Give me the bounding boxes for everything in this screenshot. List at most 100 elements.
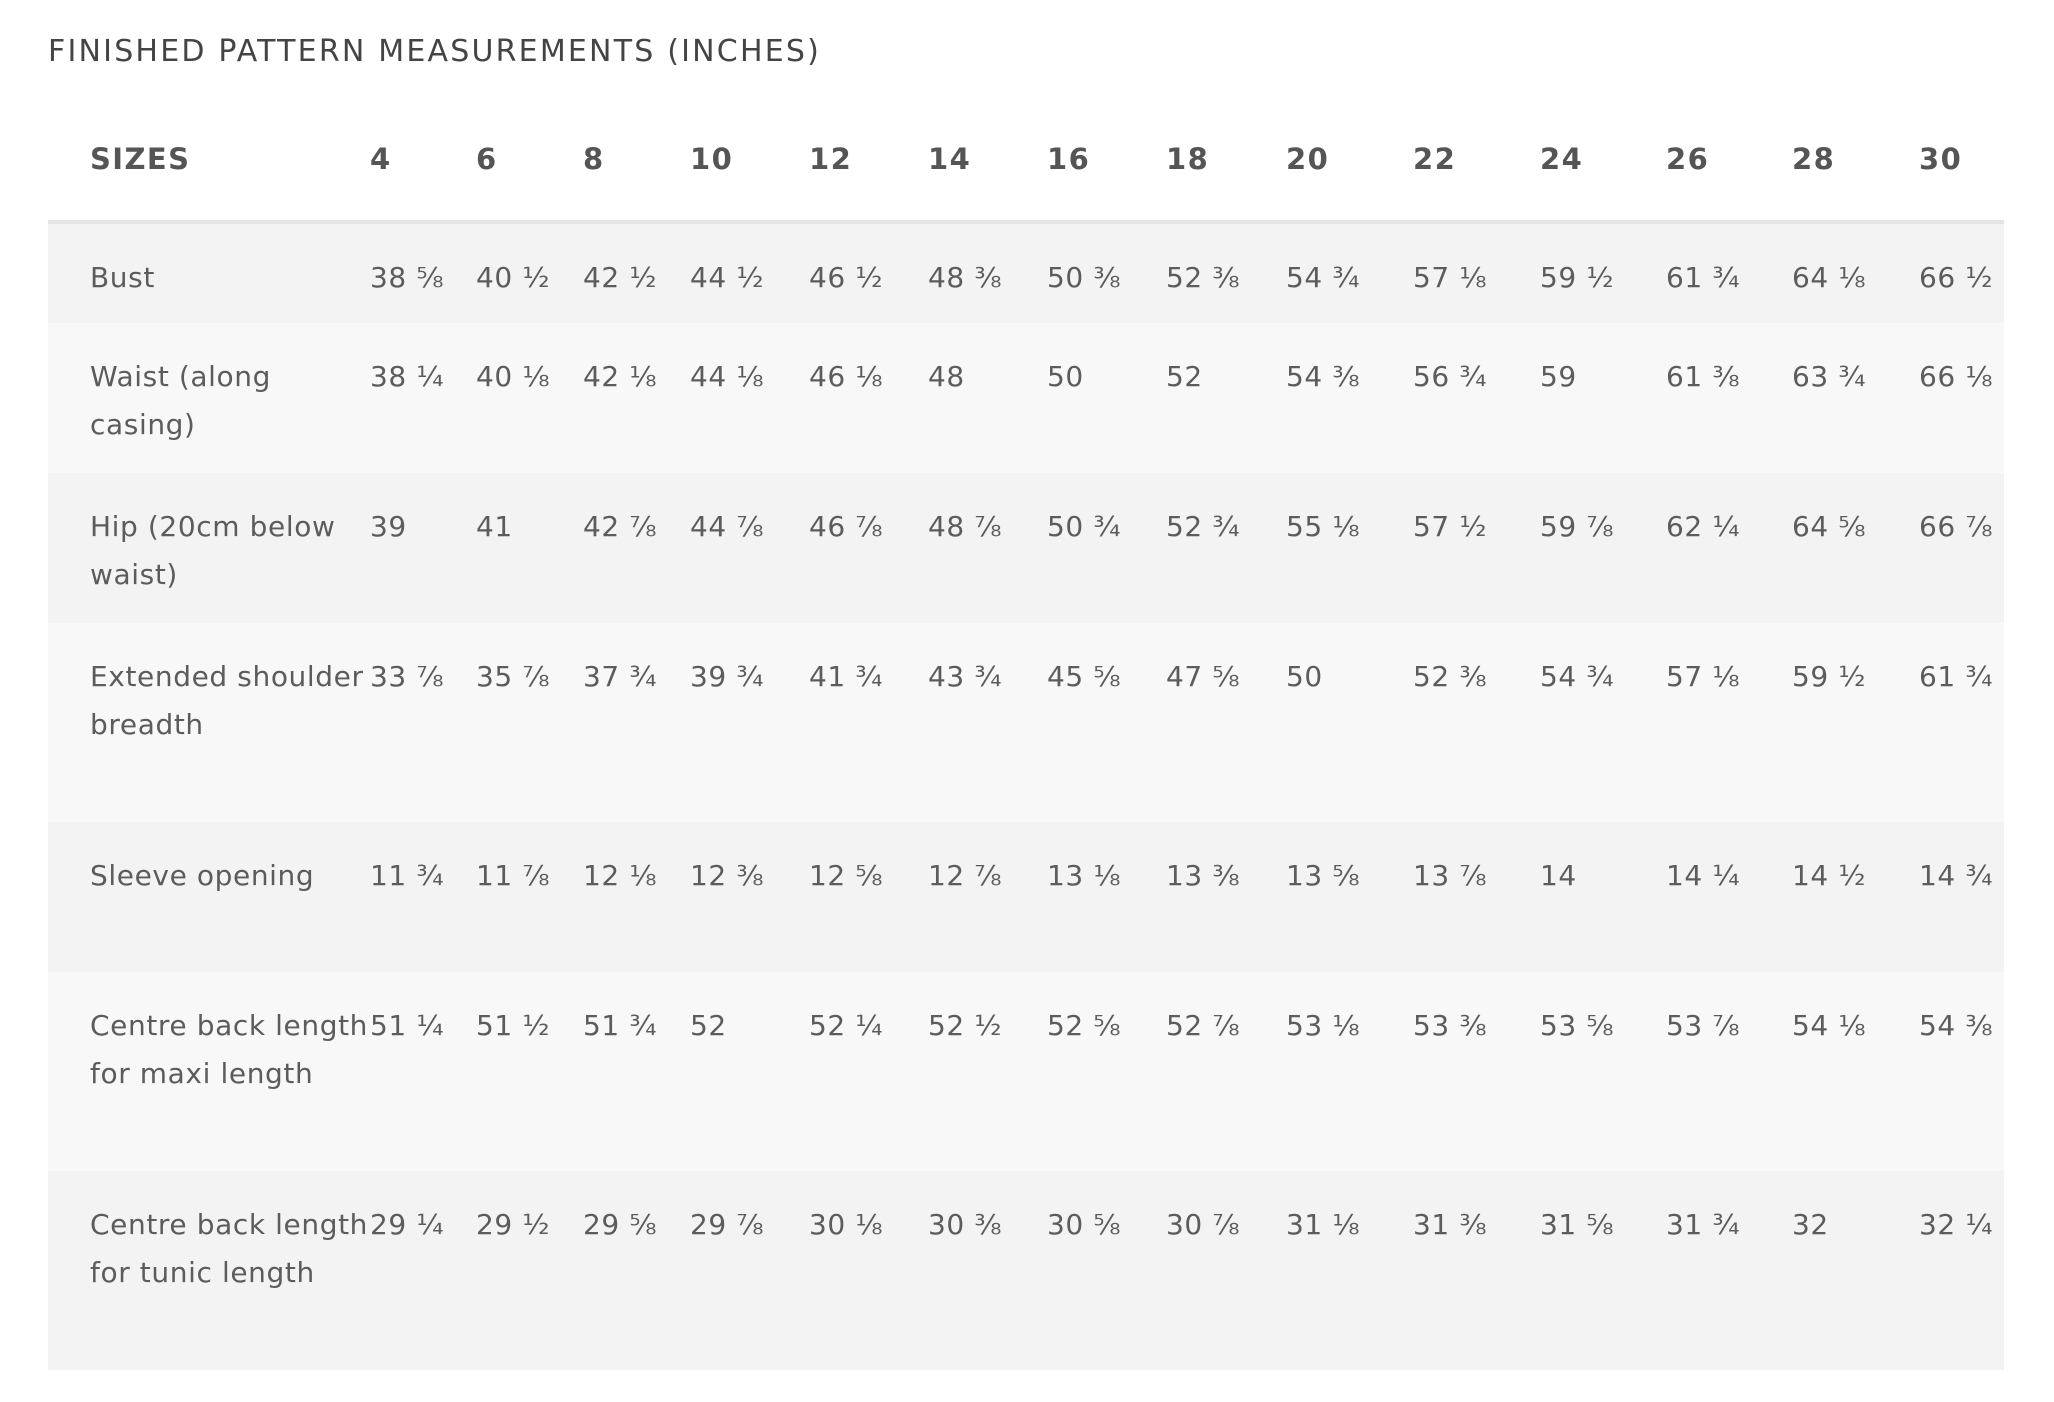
- measurement-cell: 51 ½: [476, 972, 583, 1171]
- measurement-cell: 14: [1540, 822, 1666, 972]
- measurement-cell: 59: [1540, 323, 1666, 473]
- measurement-cell: 52 ¾: [1166, 473, 1286, 623]
- measurement-cell: 38 ¼: [370, 323, 476, 473]
- size-header: 24: [1540, 112, 1666, 224]
- measurement-cell: 39 ¾: [690, 623, 809, 822]
- table-header: SIZES 4 6 8 10 12 14 16 18 20 22 24 26 28 30: [48, 112, 2004, 224]
- size-header: 16: [1047, 112, 1166, 224]
- measurement-cell: 31 ⅜: [1413, 1171, 1540, 1370]
- measurement-cell: 52 ¼: [809, 972, 928, 1171]
- measurement-cell: 44 ⅛: [690, 323, 809, 473]
- size-header: 22: [1413, 112, 1540, 224]
- measurement-cell: 48 ⅞: [928, 473, 1047, 623]
- measurement-cell: 31 ⅛: [1286, 1171, 1413, 1370]
- measurement-cell: 43 ¾: [928, 623, 1047, 822]
- measurement-cell: 61 ¾: [1919, 623, 2004, 822]
- measurement-cell: 12 ⅝: [809, 822, 928, 972]
- measurement-cell: 50: [1047, 323, 1166, 473]
- measurement-cell: 32 ¼: [1919, 1171, 2004, 1370]
- measurement-cell: 13 ⅝: [1286, 822, 1413, 972]
- measurement-cell: 52 ⅜: [1166, 222, 1286, 323]
- table-body: Bust 38 ⅝ 40 ½ 42 ½ 44 ½ 46 ½ 48 ⅜ 50 ⅜ 52 ⅜ 54 ¾…: [48, 222, 2004, 1370]
- measurement-cell: 66 ½: [1919, 222, 2004, 323]
- table-row: Extended shoulder breadth 33 ⅞ 35 ⅞ 37 ¾ 39 …: [48, 623, 2004, 822]
- measurement-cell: 45 ⅝: [1047, 623, 1166, 822]
- table-row: Waist (along casing) 38 ¼ 40 ⅛ 42 ⅛ 44 ⅛ 46 ⅛…: [48, 323, 2004, 473]
- measurement-cell: 61 ⅜: [1666, 323, 1792, 473]
- measurement-cell: 53 ⅞: [1666, 972, 1792, 1171]
- measurement-cell: 42 ½: [583, 222, 690, 323]
- measurement-cell: 54 ⅜: [1919, 972, 2004, 1171]
- measurement-cell: 55 ⅛: [1286, 473, 1413, 623]
- measurement-cell: 42 ⅞: [583, 473, 690, 623]
- table-row: Bust 38 ⅝ 40 ½ 42 ½ 44 ½ 46 ½ 48 ⅜ 50 ⅜ 52 ⅜ 54 ¾…: [48, 222, 2004, 323]
- size-header: 26: [1666, 112, 1792, 224]
- measurement-cell: 41 ¾: [809, 623, 928, 822]
- measurement-cell: 50 ¾: [1047, 473, 1166, 623]
- measurement-cell: 33 ⅞: [370, 623, 476, 822]
- measurement-cell: 52: [1166, 323, 1286, 473]
- size-header: 6: [476, 112, 583, 224]
- size-header: 12: [809, 112, 928, 224]
- measurement-cell: 50 ⅜: [1047, 222, 1166, 323]
- measurement-cell: 14 ½: [1792, 822, 1919, 972]
- table-row: Centre back length for maxi length 51 ¼ 51…: [48, 972, 2004, 1171]
- measurement-cell: 50: [1286, 623, 1413, 822]
- measurement-cell: 29 ⅝: [583, 1171, 690, 1370]
- measurement-cell: 12 ⅞: [928, 822, 1047, 972]
- measurement-cell: 12 ⅜: [690, 822, 809, 972]
- measurement-cell: 57 ⅛: [1413, 222, 1540, 323]
- measurement-cell: 62 ¼: [1666, 473, 1792, 623]
- size-header: 14: [928, 112, 1047, 224]
- measurement-cell: 12 ⅛: [583, 822, 690, 972]
- measurement-cell: 48 ⅜: [928, 222, 1047, 323]
- measurement-cell: 54 ¾: [1286, 222, 1413, 323]
- measurement-cell: 11 ¾: [370, 822, 476, 972]
- measurement-cell: 52 ⅝: [1047, 972, 1166, 1171]
- measurement-cell: 57 ½: [1413, 473, 1540, 623]
- size-header: 4: [370, 112, 476, 224]
- row-label: Extended shoulder breadth: [48, 623, 370, 822]
- table-row: Hip (20cm below waist) 39 41 42 ⅞ 44 ⅞ 46 ⅞ 48…: [48, 473, 2004, 623]
- measurement-cell: 54 ¾: [1540, 623, 1666, 822]
- measurement-cell: 38 ⅝: [370, 222, 476, 323]
- measurement-cell: 30 ⅜: [928, 1171, 1047, 1370]
- measurement-cell: 29 ⅞: [690, 1171, 809, 1370]
- measurement-cell: 44 ½: [690, 222, 809, 323]
- measurement-cell: 48: [928, 323, 1047, 473]
- measurement-cell: 44 ⅞: [690, 473, 809, 623]
- size-header: 18: [1166, 112, 1286, 224]
- measurement-cell: 54 ⅜: [1286, 323, 1413, 473]
- page-title: FINISHED PATTERN MEASUREMENTS (INCHES): [48, 34, 821, 69]
- measurement-cell: 47 ⅝: [1166, 623, 1286, 822]
- measurement-cell: 39: [370, 473, 476, 623]
- measurement-cell: 30 ⅞: [1166, 1171, 1286, 1370]
- measurement-cell: 46 ⅛: [809, 323, 928, 473]
- measurement-cell: 53 ⅜: [1413, 972, 1540, 1171]
- header-row: SIZES 4 6 8 10 12 14 16 18 20 22 24 26 28 30: [48, 112, 2004, 224]
- measurement-cell: 51 ¼: [370, 972, 476, 1171]
- measurement-cell: 52 ½: [928, 972, 1047, 1171]
- measurement-cell: 56 ¾: [1413, 323, 1540, 473]
- measurement-cell: 32: [1792, 1171, 1919, 1370]
- measurement-cell: 52 ⅜: [1413, 623, 1540, 822]
- measurement-cell: 30 ⅝: [1047, 1171, 1166, 1370]
- row-label: Centre back length for tunic length: [48, 1171, 370, 1370]
- measurement-cell: 35 ⅞: [476, 623, 583, 822]
- row-label: Hip (20cm below waist): [48, 473, 370, 623]
- measurement-cell: 46 ⅞: [809, 473, 928, 623]
- size-header: 8: [583, 112, 690, 224]
- row-label: Bust: [48, 222, 370, 323]
- measurement-cell: 53 ⅛: [1286, 972, 1413, 1171]
- measurement-cell: 13 ⅞: [1413, 822, 1540, 972]
- row-label: Sleeve opening: [48, 822, 370, 972]
- measurement-cell: 29 ½: [476, 1171, 583, 1370]
- measurement-cell: 37 ¾: [583, 623, 690, 822]
- measurement-cell: 63 ¾: [1792, 323, 1919, 473]
- measurement-cell: 13 ⅛: [1047, 822, 1166, 972]
- measurement-cell: 66 ⅞: [1919, 473, 2004, 623]
- size-header: 28: [1792, 112, 1919, 224]
- measurement-cell: 41: [476, 473, 583, 623]
- measurement-cell: 31 ¾: [1666, 1171, 1792, 1370]
